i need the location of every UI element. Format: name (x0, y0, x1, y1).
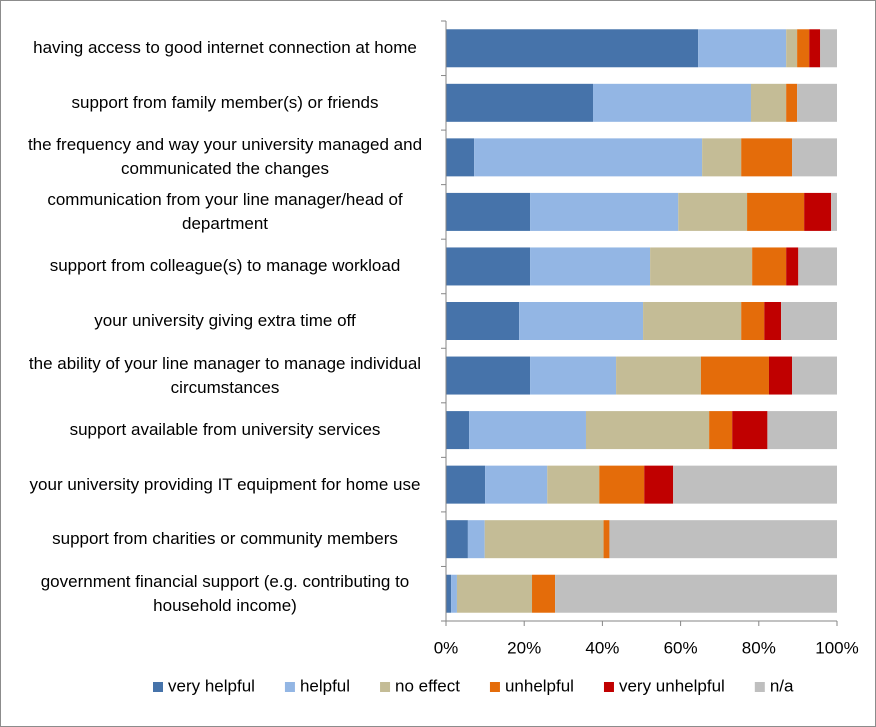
category-label: your university providing IT equipment f… (29, 474, 421, 494)
bar-segment (446, 465, 486, 504)
bar-segment (609, 520, 837, 559)
bar-segment (555, 574, 837, 613)
bar-segment (446, 520, 468, 559)
legend-swatch (489, 682, 500, 692)
bar-segment (786, 83, 798, 122)
bar-segment (530, 356, 617, 395)
bar-segment (767, 411, 837, 450)
category-label: your university giving extra time off (94, 311, 356, 330)
bar-segment (797, 29, 810, 68)
bar-segment (673, 465, 837, 504)
bar-segment (741, 138, 793, 177)
category-label: government financial support (e.g. contr… (40, 571, 410, 615)
bar-segment (709, 411, 733, 450)
bar-segment (798, 247, 837, 286)
bar-segment (616, 356, 701, 395)
x-tick-label: 60% (664, 638, 698, 657)
bar-segment (792, 138, 837, 177)
bar-segment (786, 247, 799, 286)
legend-label: helpful (300, 676, 350, 695)
bar-segment (530, 247, 651, 286)
category-label: the frequency and way your university ma… (27, 135, 423, 179)
bar-segment (702, 138, 742, 177)
x-tick-label: 100% (815, 638, 858, 657)
bar-segment (831, 192, 837, 231)
bar-segment (752, 247, 787, 286)
category-label: support from family member(s) or friends (71, 92, 379, 112)
legend-label: n/a (770, 676, 794, 695)
bar-segment (786, 29, 798, 68)
bar-segment (467, 520, 485, 559)
bar-segment (678, 192, 748, 231)
bar-segment (446, 138, 475, 177)
x-tick-label: 0% (434, 638, 459, 657)
category-label: support from colleague(s) to manage work… (49, 256, 401, 276)
bar-segment (603, 520, 610, 559)
bar-segment (643, 302, 742, 340)
legend-swatch (603, 682, 614, 692)
bar-segment (446, 192, 531, 231)
bar-segment (451, 574, 457, 613)
x-tick-label: 20% (507, 638, 541, 657)
category-label: having access to good internet connectio… (33, 38, 417, 58)
bar-segment (585, 411, 710, 450)
bar-segment (804, 192, 832, 231)
legend-swatch (153, 682, 163, 692)
legend-label: very helpful (168, 676, 255, 695)
category-label: the ability of your line manager to mana… (28, 353, 422, 397)
bar-segment (593, 83, 751, 122)
bar-segment (768, 356, 793, 395)
bar-segment (781, 302, 837, 340)
x-tick-label: 80% (742, 638, 776, 657)
bar-segment (741, 302, 765, 340)
legend-swatch (284, 682, 295, 692)
bar-segment (469, 411, 586, 450)
bar-segment (644, 465, 674, 504)
bar-segment (599, 465, 645, 504)
legend-label: unhelpful (505, 676, 574, 695)
bar-segment (700, 356, 769, 395)
legend-label: no effect (395, 676, 460, 695)
bar-segment (750, 83, 787, 122)
bar-segment (698, 29, 787, 68)
bar-segment (530, 192, 679, 231)
bar-segment (446, 247, 531, 286)
bar-segment (446, 29, 699, 68)
bar-segment (485, 465, 548, 504)
bar-segment (446, 574, 452, 613)
bar-segment (650, 247, 753, 286)
bar-segment (820, 29, 837, 68)
legend-label: very unhelpful (619, 676, 725, 695)
bar-segment (446, 83, 594, 122)
bar-segment (446, 411, 470, 450)
bar-segment (797, 83, 837, 122)
legend-swatch (754, 682, 765, 692)
bar-segment (446, 356, 531, 395)
bar-segment (456, 574, 533, 613)
bar-segment (547, 465, 600, 504)
bar-segment (764, 302, 782, 340)
bar-segment (532, 574, 556, 613)
bar-segment (519, 302, 644, 340)
bar-segment (809, 29, 821, 68)
bar-segment (446, 302, 520, 340)
bar-segment (732, 411, 768, 450)
bar-segment (484, 520, 604, 559)
bar-segment (747, 192, 805, 231)
x-tick-label: 40% (585, 638, 619, 657)
bar-segment (792, 356, 837, 395)
category-label: communication from your line manager/hea… (47, 189, 403, 233)
category-label: support available from university servic… (69, 420, 381, 440)
bar-segment (474, 138, 703, 177)
category-label: support from charities or community memb… (52, 529, 398, 549)
legend-swatch (380, 682, 391, 692)
